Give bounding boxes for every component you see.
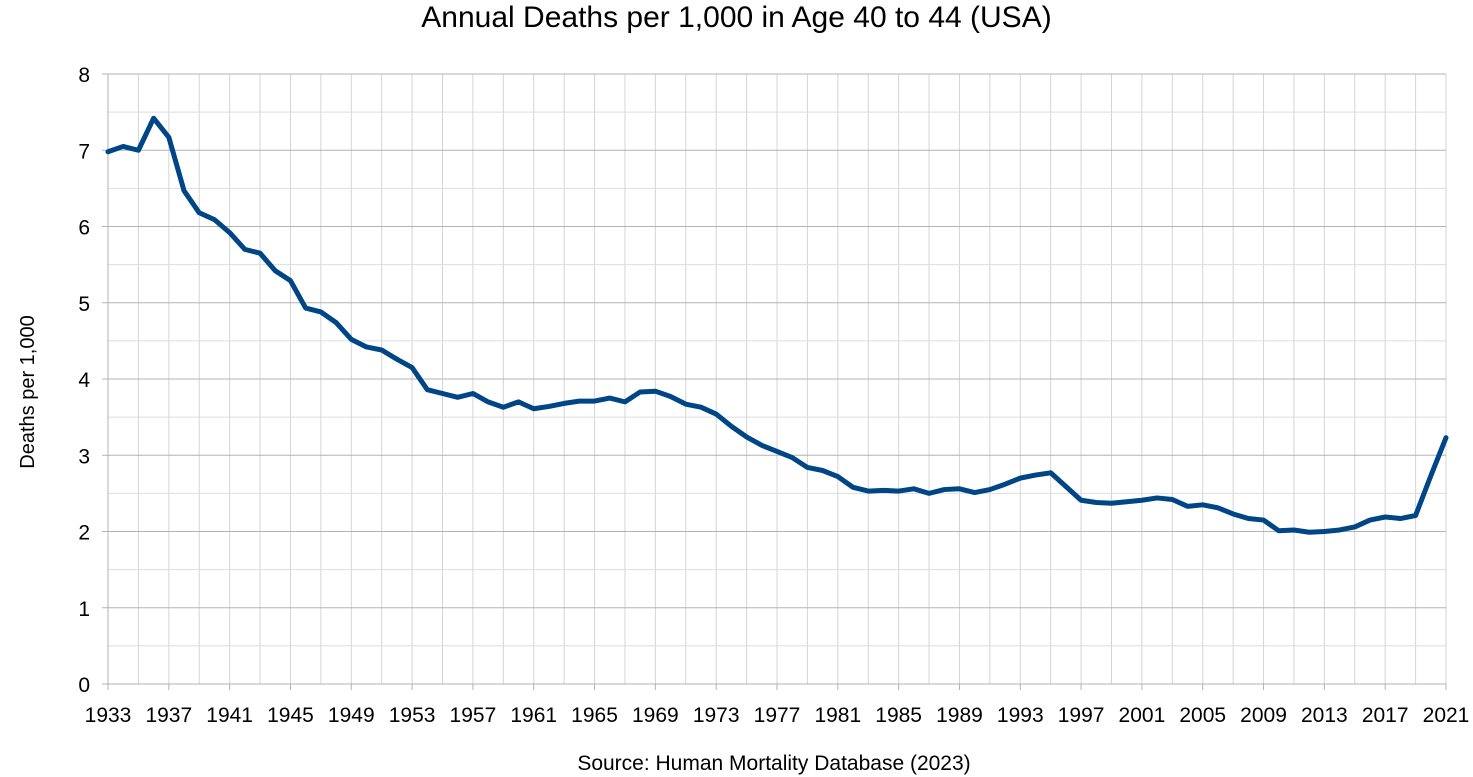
- chart-title: Annual Deaths per 1,000 in Age 40 to 44 …: [421, 1, 1052, 34]
- y-tick-label: 1: [78, 598, 90, 621]
- axes: [102, 73, 1447, 690]
- y-axis-label: Deaths per 1,000: [17, 315, 39, 468]
- x-tick-label: 1993: [997, 704, 1044, 727]
- y-tick-label: 8: [78, 64, 90, 87]
- x-tick-label: 2021: [1423, 704, 1470, 727]
- source-note: Source: Human Mortality Database (2023): [577, 752, 971, 775]
- x-tick-label: 1977: [754, 704, 801, 727]
- y-tick-label: 0: [78, 674, 90, 697]
- x-tick-label: 1961: [510, 704, 557, 727]
- y-tick-label: 4: [78, 369, 90, 392]
- y-tick-label: 3: [78, 445, 90, 468]
- series-layer: [105, 115, 1449, 535]
- y-tick-label: 2: [78, 522, 90, 545]
- x-tick-label: 2013: [1301, 704, 1348, 727]
- x-tick-label: 1985: [875, 704, 922, 727]
- x-tick-label: 1945: [267, 704, 314, 727]
- x-tick-label: 2009: [1240, 704, 1287, 727]
- x-tick-label: 1953: [389, 704, 436, 727]
- series-line: [105, 115, 1449, 535]
- x-tick-label: 1941: [206, 704, 253, 727]
- x-tick-label: 1957: [450, 704, 497, 727]
- tick-labels: 1933 1937 1941 1945 1949 1953 1957 1961 1965 1969…: [78, 64, 1469, 727]
- x-tick-label: 1965: [571, 704, 618, 727]
- x-tick-label: 2017: [1362, 704, 1409, 727]
- y-tick-label: 7: [78, 140, 90, 163]
- y-tick-label: 6: [78, 217, 90, 240]
- x-tick-label: 1973: [693, 704, 740, 727]
- y-tick-label: 5: [78, 293, 90, 316]
- grid-lines: [107, 73, 1447, 685]
- x-tick-label: 1949: [328, 704, 375, 727]
- x-tick-label: 1989: [936, 704, 983, 727]
- x-tick-label: 1997: [1058, 704, 1105, 727]
- x-tick-label: 1969: [632, 704, 679, 727]
- x-tick-label: 2001: [1119, 704, 1166, 727]
- x-tick-label: 1981: [814, 704, 861, 727]
- x-tick-label: 1937: [145, 704, 192, 727]
- x-tick-label: 2005: [1179, 704, 1226, 727]
- x-tick-label: 1933: [85, 704, 132, 727]
